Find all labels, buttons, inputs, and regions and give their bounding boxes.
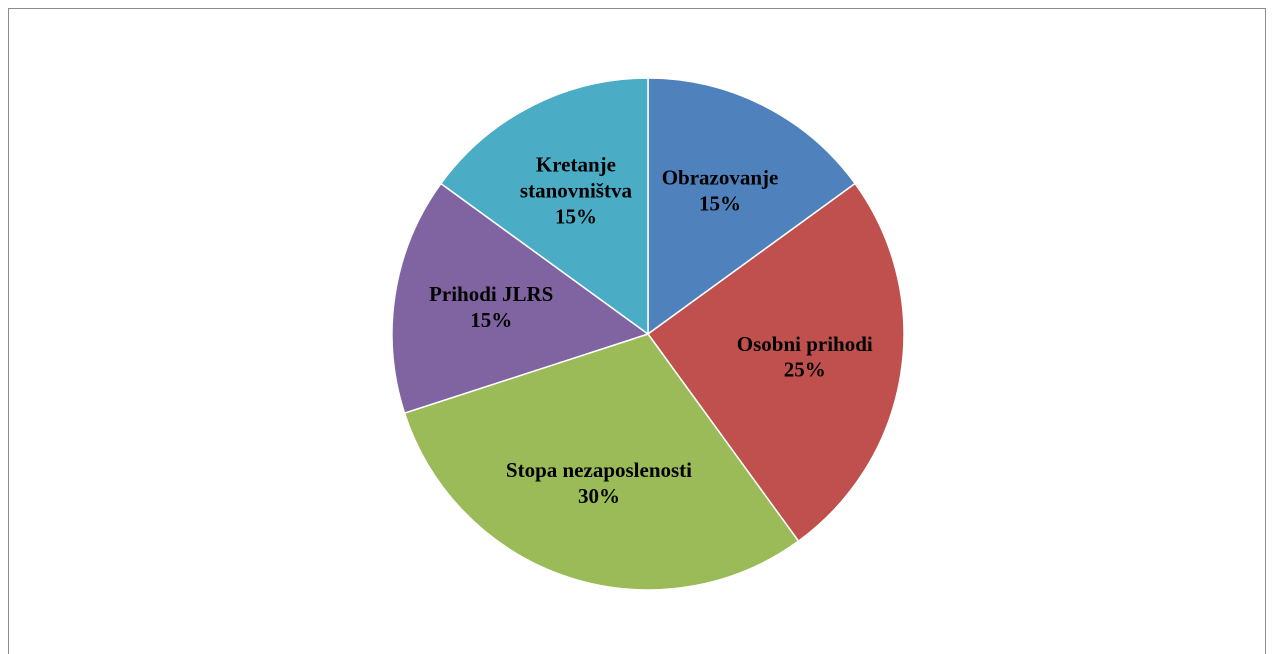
pie-slice [403,333,800,591]
slice-value-label: 30% [578,484,620,508]
slice-label: Kretanje stanovništva [520,152,633,202]
slice-label-line: Kretanje [536,152,616,176]
slice-value-label: 15% [470,308,512,332]
pie-slice [646,182,905,543]
slice-label: Stopa nezaposlenosti [506,458,692,482]
slice-label: Prihodi JLRS [429,282,553,306]
pie-slice [391,182,650,415]
slice-value-label: 25% [784,358,826,382]
slice-value-label: 15% [699,191,741,215]
slice-label-line: Obrazovanje [662,165,779,189]
chart-frame [8,8,1266,654]
pie-slice [439,77,649,336]
slice-label-line: Stopa nezaposlenosti [506,458,692,482]
slice-label-line: Prihodi JLRS [429,282,553,306]
slice-value-label: 15% [555,204,597,228]
pie-slice [647,77,857,336]
slice-label: Obrazovanje [662,165,779,189]
slice-label-line: Osobni prihodi [737,332,873,356]
slice-label: Osobni prihodi [737,332,873,356]
slice-label-line: stanovništva [520,178,633,202]
